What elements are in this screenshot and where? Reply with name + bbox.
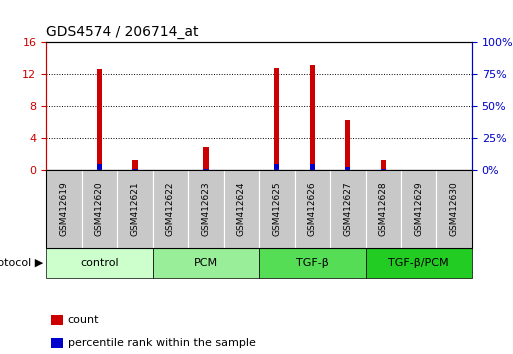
Bar (310, 65, 315, 170)
Bar (274, 68, 280, 170)
Text: PCM: PCM (194, 258, 218, 268)
Bar (203, 147, 208, 170)
Text: TGF-β: TGF-β (296, 258, 329, 268)
Bar (274, 165, 280, 170)
Text: GSM412624: GSM412624 (237, 182, 246, 236)
Bar (132, 160, 137, 170)
Text: GSM412622: GSM412622 (166, 182, 175, 236)
Bar (132, 169, 137, 170)
Bar (381, 169, 386, 170)
Bar (203, 169, 208, 170)
Text: GSM412629: GSM412629 (414, 182, 423, 236)
Bar (97, 164, 102, 170)
Text: GSM412621: GSM412621 (130, 182, 140, 236)
Bar (310, 164, 315, 170)
Bar (345, 120, 350, 170)
Text: GSM412619: GSM412619 (60, 182, 68, 236)
Text: GDS4574 / 206714_at: GDS4574 / 206714_at (46, 25, 199, 39)
Text: count: count (68, 315, 99, 325)
Text: GSM412628: GSM412628 (379, 182, 388, 236)
Text: GSM412626: GSM412626 (308, 182, 317, 236)
Text: GSM412625: GSM412625 (272, 182, 281, 236)
Text: GSM412623: GSM412623 (201, 182, 210, 236)
Text: protocol ▶: protocol ▶ (0, 258, 44, 268)
Text: GSM412620: GSM412620 (95, 182, 104, 236)
Bar (97, 69, 102, 170)
Bar (381, 160, 386, 170)
Bar (345, 167, 350, 170)
Text: GSM412630: GSM412630 (450, 182, 459, 236)
Text: TGF-β/PCM: TGF-β/PCM (388, 258, 449, 268)
Text: percentile rank within the sample: percentile rank within the sample (68, 338, 255, 348)
Text: control: control (80, 258, 119, 268)
Text: GSM412627: GSM412627 (343, 182, 352, 236)
